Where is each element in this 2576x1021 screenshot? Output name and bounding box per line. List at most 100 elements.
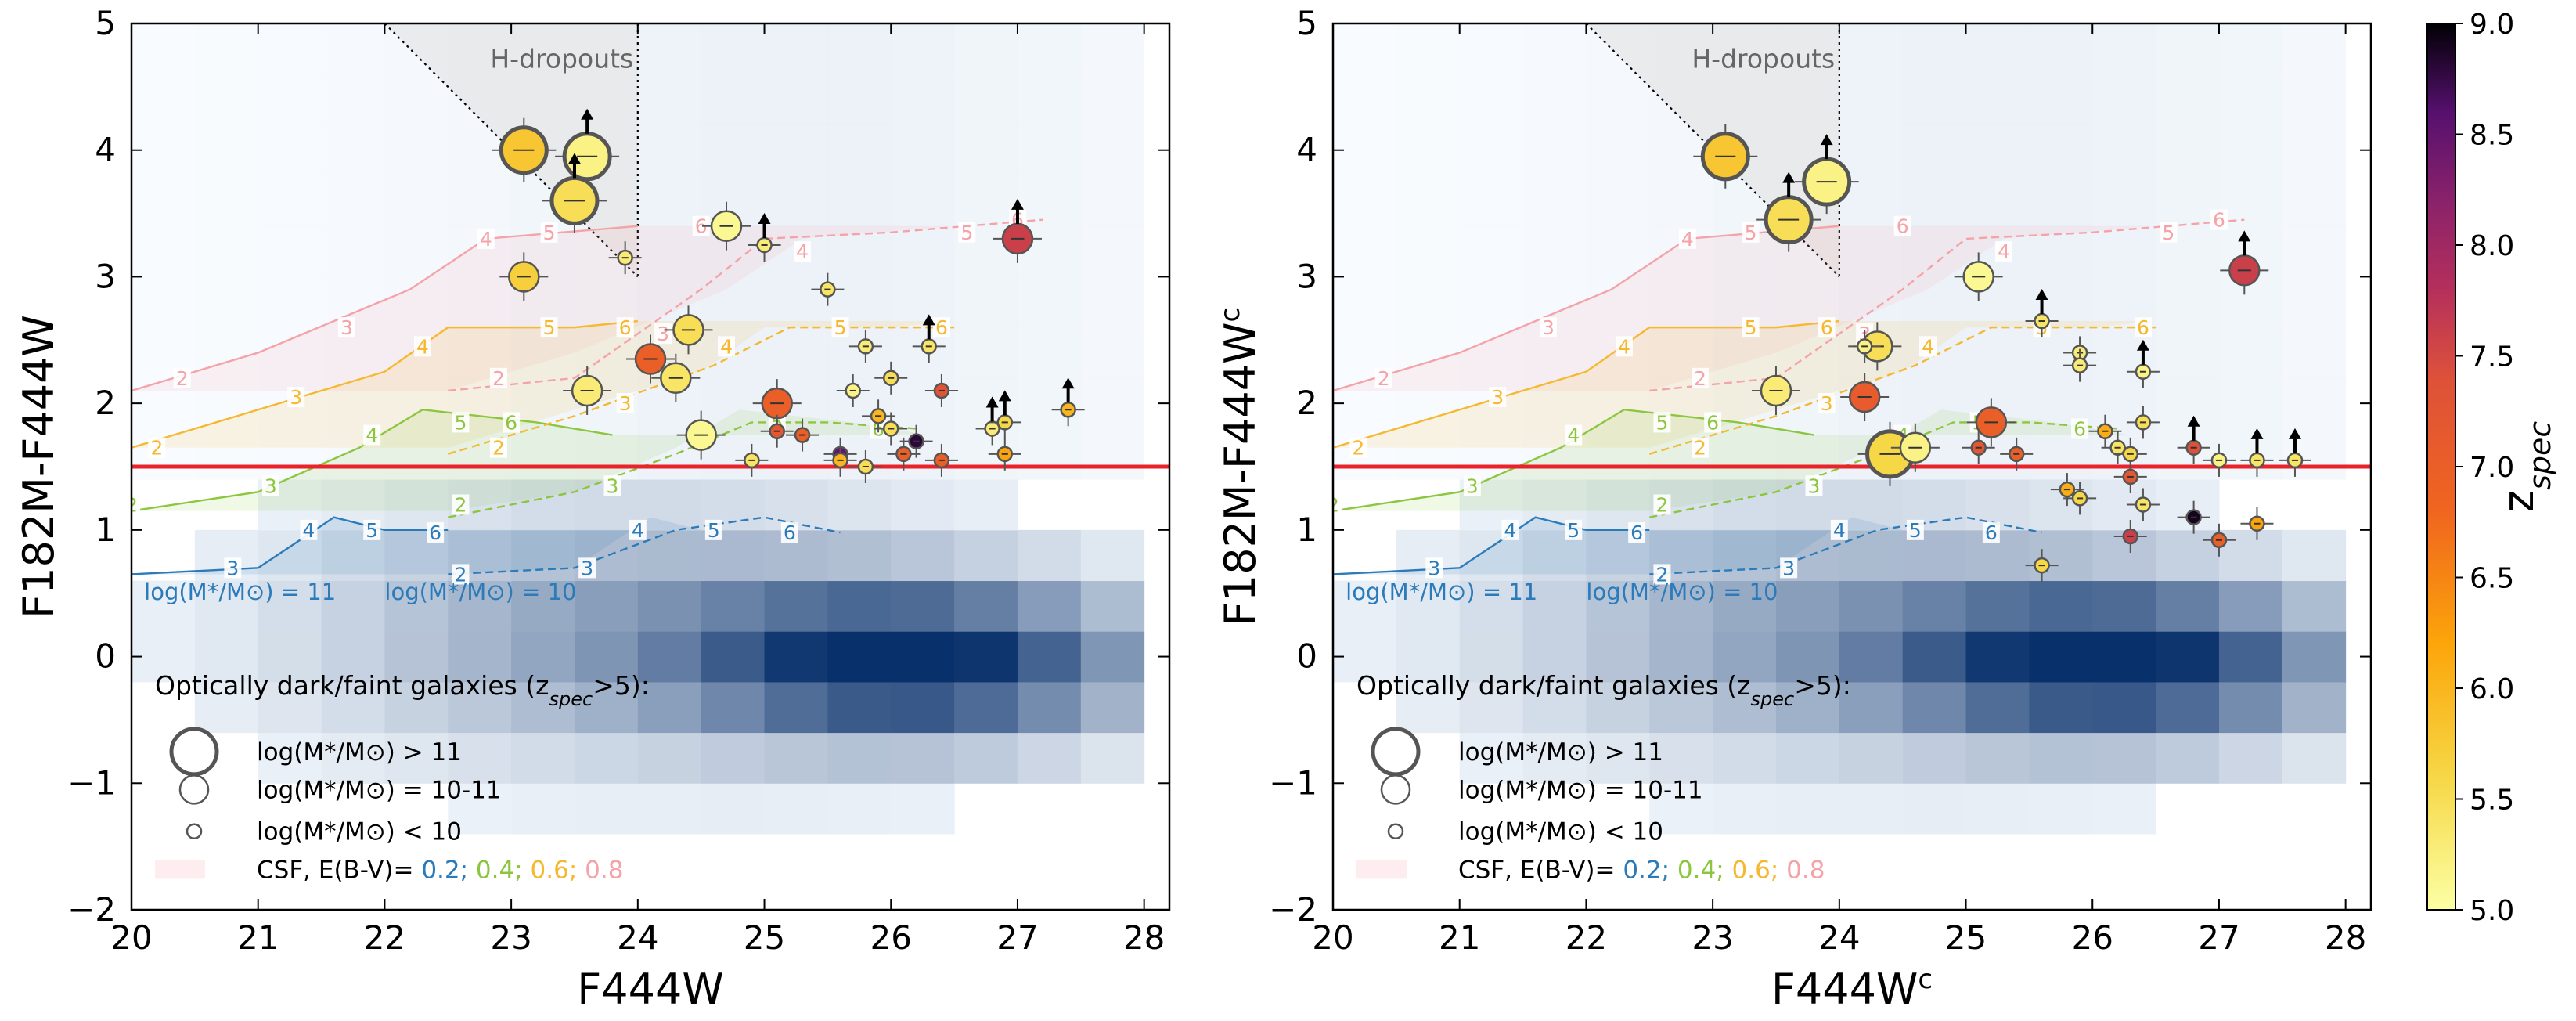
density-cell xyxy=(1839,23,1904,75)
data-point xyxy=(2025,549,2059,583)
density-cell xyxy=(701,124,766,176)
density-cell xyxy=(954,74,1018,125)
csf-track xyxy=(448,218,1043,392)
data-point xyxy=(1962,431,1995,464)
y-tick-label: 1 xyxy=(95,510,116,549)
track-redshift-label: 6 xyxy=(429,521,441,544)
data-point xyxy=(1794,134,1859,215)
density-cell xyxy=(954,580,1018,632)
density-cell xyxy=(511,631,575,683)
density-cell xyxy=(1459,225,1524,277)
track-redshift-label: 3 xyxy=(1821,392,1833,415)
colorbar-tick-label: 6.0 xyxy=(2470,673,2514,705)
track-redshift-label: 6 xyxy=(1706,411,1719,434)
track-label-bg xyxy=(2134,317,2152,338)
density-cell xyxy=(2282,175,2347,227)
data-point xyxy=(1954,252,2003,301)
data-point xyxy=(1890,423,1940,472)
upper-limit-arrow xyxy=(985,396,999,408)
density-cell xyxy=(2029,580,2093,632)
colorbar-gradient xyxy=(2426,23,2456,911)
track-label-bg xyxy=(363,424,381,446)
y-axis-label: F182M-F444W xyxy=(14,315,63,619)
track-label-bg xyxy=(616,393,634,414)
density-cell xyxy=(1649,276,1713,328)
density-cell xyxy=(827,631,892,683)
track-redshift-label: 3 xyxy=(290,386,302,409)
data-point xyxy=(748,213,781,262)
track-label-bg xyxy=(1374,367,1392,388)
density-cell xyxy=(384,631,449,683)
density-cell xyxy=(1965,74,2030,125)
density-cell xyxy=(891,175,955,227)
density-cell xyxy=(258,428,322,480)
density-cell xyxy=(827,681,892,734)
track-redshift-label: 2 xyxy=(1378,367,1390,390)
track-redshift-label: 2 xyxy=(150,437,163,460)
density-cell xyxy=(1080,681,1145,734)
track-label-bg xyxy=(452,412,470,433)
track-redshift-label: 3 xyxy=(226,557,239,579)
density-cell xyxy=(2282,74,2347,125)
track-label-bg xyxy=(1818,317,1836,338)
density-cell xyxy=(1586,377,1650,429)
density-cell xyxy=(2156,529,2220,582)
y-tick-label: −1 xyxy=(1269,763,1317,802)
upper-limit-arrow xyxy=(2288,428,2301,439)
data-point xyxy=(651,353,701,402)
track-label-bg xyxy=(629,519,647,540)
data-point xyxy=(499,252,549,301)
track-label-bg xyxy=(2160,222,2178,243)
track-label-bg xyxy=(1742,317,1760,338)
density-cell xyxy=(1902,74,1967,125)
density-cell xyxy=(321,23,385,75)
csf-track xyxy=(1649,218,2245,392)
track-label-bg xyxy=(692,215,710,236)
track-redshift-label: 4 xyxy=(1833,519,1846,542)
density-cell xyxy=(2218,529,2283,582)
track-label-bg xyxy=(413,336,431,357)
density-cell xyxy=(258,225,322,277)
track-redshift-label: 3 xyxy=(1428,557,1440,579)
density-cell xyxy=(2029,529,2093,582)
mass-label: log(M*/M⊙) = 11 xyxy=(1346,579,1537,605)
density-cell xyxy=(194,377,259,429)
density-cell xyxy=(1396,428,1461,480)
track-label-bg xyxy=(452,494,470,515)
track-label-bg xyxy=(616,317,634,338)
y-tick-label: 5 xyxy=(95,4,116,42)
colorbar: 5.0 5.5 6.0 6.5 7.0 7.5 8.0 8.5 9.0 zspec xyxy=(2426,9,2557,927)
density-cell xyxy=(2218,631,2283,683)
density-cell xyxy=(2218,124,2283,176)
track-redshift-label: 2 xyxy=(454,494,467,517)
track-label-bg xyxy=(477,228,495,249)
density-cell xyxy=(1459,276,1524,328)
density-cell xyxy=(1522,631,1587,683)
density-cell xyxy=(1902,732,1967,784)
density-cell xyxy=(1902,23,1967,75)
track-label-bg xyxy=(1691,367,1709,388)
track-label-bg xyxy=(363,519,381,540)
density-cell xyxy=(764,175,828,227)
density-cell xyxy=(132,23,196,75)
track-label-bg xyxy=(427,522,445,543)
density-cell xyxy=(1649,175,1713,227)
density-cell xyxy=(1902,276,1967,328)
density-cell xyxy=(1586,124,1650,176)
track-redshift-label: 2 xyxy=(1655,563,1668,586)
track-redshift-label: 2 xyxy=(492,437,505,460)
density-cell xyxy=(827,580,892,632)
density-cell xyxy=(764,327,828,379)
legend-size-marker xyxy=(1387,823,1404,839)
upper-limit-arrow xyxy=(2136,339,2149,351)
density-cell xyxy=(1017,681,1082,734)
track-redshift-label: 2 xyxy=(125,494,138,517)
density-cell xyxy=(1839,276,1904,328)
density-cell xyxy=(891,783,955,835)
data-point xyxy=(899,424,933,458)
density-cell xyxy=(891,580,955,632)
density-cell xyxy=(448,732,512,784)
colorbar-tick-label: 5.5 xyxy=(2470,785,2514,817)
density-cell xyxy=(1713,681,1777,734)
